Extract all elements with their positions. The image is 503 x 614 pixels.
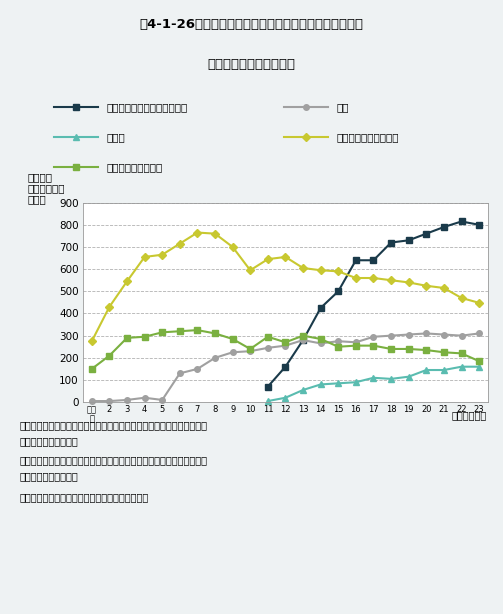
Text: 砒素: 砒素 <box>337 102 349 112</box>
Text: 注１）硝酸性窒素及び亜硝酸性窒素、ふっ素は、平成１１年に環境基準: 注１）硝酸性窒素及び亜硝酸性窒素、ふっ素は、平成１１年に環境基準 <box>19 421 207 430</box>
Text: に追加された。: に追加された。 <box>19 436 78 446</box>
Text: 図4-1-26　地下水の水質汚濁に係る環境基準の超過本数: 図4-1-26 地下水の水質汚濁に係る環境基準の超過本数 <box>139 18 364 31</box>
Text: （継続監視調査）の推移: （継続監視調査）の推移 <box>208 58 295 71</box>
Text: 超過井戸本数: 超過井戸本数 <box>28 184 65 193</box>
Text: （調査年度）: （調査年度） <box>452 410 487 420</box>
Text: （本）: （本） <box>28 195 46 204</box>
Text: ふっ素: ふっ素 <box>107 132 125 142</box>
Text: 注２）このグラフは環境基準超過井戸本数が比較的多かった項目のみ対: 注２）このグラフは環境基準超過井戸本数が比較的多かった項目のみ対 <box>19 456 207 465</box>
Text: 環境基準: 環境基準 <box>28 173 53 182</box>
Text: 象としている。: 象としている。 <box>19 471 78 481</box>
Text: テトラクロロエチレン: テトラクロロエチレン <box>337 132 399 142</box>
Text: トリクロロエチレン: トリクロロエチレン <box>107 162 163 173</box>
Text: 資料：環境省「平成２３年度地下水質測定結果」: 資料：環境省「平成２３年度地下水質測定結果」 <box>19 492 148 502</box>
Text: 硝酸性窒素及び亜硝酸性窒素: 硝酸性窒素及び亜硝酸性窒素 <box>107 102 188 112</box>
